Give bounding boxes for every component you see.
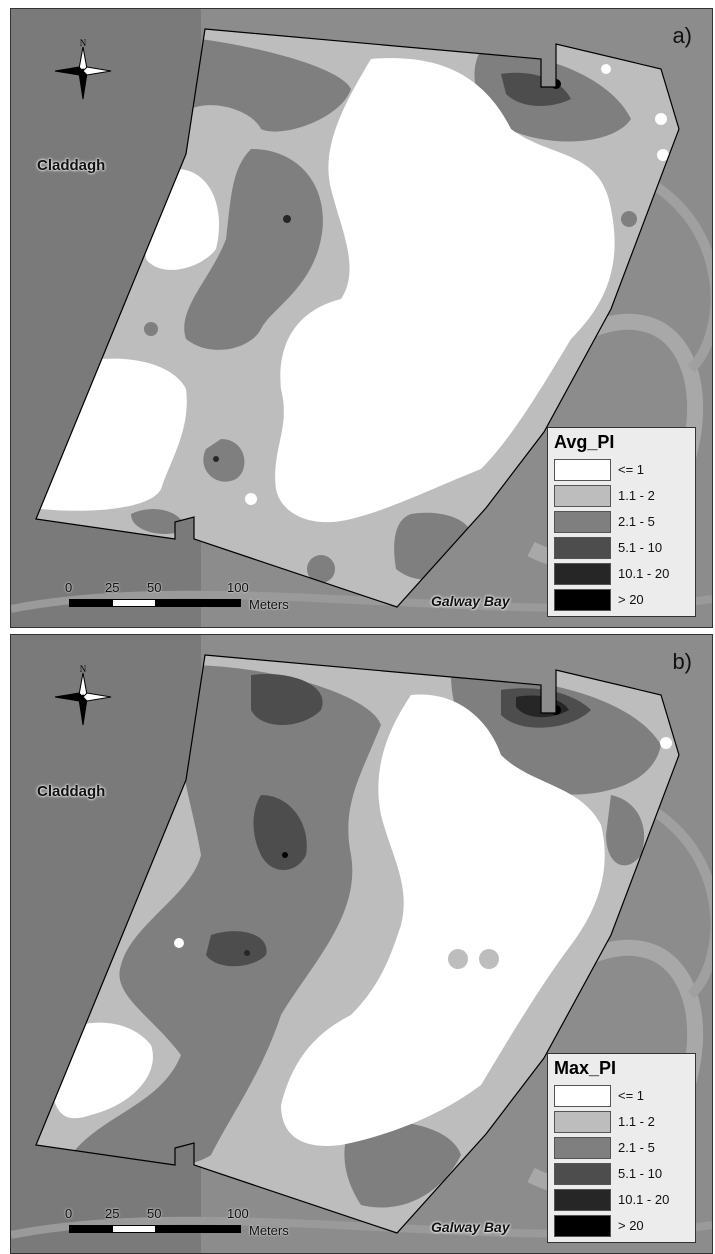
map-panel-a: N Claddagh Galway Bay a) 0 25 50 100 Met… (10, 8, 713, 628)
place-label-claddagh: Claddagh (37, 783, 106, 800)
legend-label: 10.1 - 20 (618, 566, 670, 581)
legend-item: 1.1 - 2 (548, 1108, 695, 1134)
scale-tick-100: 100 (227, 580, 249, 595)
legend-swatch (554, 1163, 611, 1185)
legend-swatch (554, 589, 611, 611)
legend-swatch (554, 537, 611, 559)
legend-swatch (554, 1189, 611, 1211)
scale-bar: 0 25 50 100 Meters (65, 580, 329, 620)
legend-swatch (554, 1137, 611, 1159)
legend-item: 5.1 - 10 (548, 1160, 695, 1186)
map-panel-b: N Claddagh Galway Bay b) 0 25 50 100 Met… (10, 634, 713, 1254)
scale-tick-100: 100 (227, 1206, 249, 1221)
north-letter: N (80, 665, 87, 674)
scale-segment (69, 599, 113, 607)
legend-title: Max_PI (554, 1058, 617, 1078)
legend-item: 2.1 - 5 (548, 1134, 695, 1160)
legend-item: <= 1 (548, 1082, 695, 1108)
legend-title: Avg_PI (554, 432, 615, 452)
scale-units: Meters (249, 1223, 289, 1238)
map-canvas (11, 9, 712, 627)
legend: Max_PI <= 1 1.1 - 2 2.1 - 5 5.1 - 10 10.… (547, 1053, 696, 1243)
legend: Avg_PI <= 1 1.1 - 2 2.1 - 5 5.1 - 10 10.… (547, 427, 696, 617)
site-boundary (35, 654, 680, 1234)
scale-segment (155, 1225, 241, 1233)
legend-label: > 20 (618, 1218, 644, 1233)
legend-swatch (554, 563, 611, 585)
scale-units: Meters (249, 597, 289, 612)
north-arrow-icon: N (51, 38, 115, 101)
legend-item: > 20 (548, 1212, 695, 1238)
scale-tick-50: 50 (147, 580, 162, 595)
legend-label: 1.1 - 2 (618, 488, 655, 503)
legend-item: > 20 (548, 586, 695, 612)
legend-item: 5.1 - 10 (548, 534, 695, 560)
scale-tick-50: 50 (147, 1206, 162, 1221)
legend-label: 2.1 - 5 (618, 514, 655, 529)
legend-swatch (554, 511, 611, 533)
legend-label: 1.1 - 2 (618, 1114, 655, 1129)
scale-tick-25: 25 (105, 580, 120, 595)
legend-label: 5.1 - 10 (618, 540, 663, 555)
scale-tick-0: 0 (65, 1206, 73, 1221)
legend-swatch (554, 1085, 611, 1107)
legend-swatch (554, 1111, 611, 1133)
scale-tick-0: 0 (65, 580, 73, 595)
scale-segment (155, 599, 241, 607)
legend-label: 10.1 - 20 (618, 1192, 670, 1207)
scale-segment (112, 1225, 156, 1233)
legend-label: <= 1 (618, 1088, 645, 1103)
legend-swatch (554, 459, 611, 481)
place-label-galway-bay: Galway Bay (431, 1219, 510, 1235)
legend-swatch (554, 1215, 611, 1237)
legend-label: 5.1 - 10 (618, 1166, 663, 1181)
legend-item: 1.1 - 2 (548, 482, 695, 508)
legend-swatch (554, 485, 611, 507)
scale-bar: 0 25 50 100 Meters (65, 1206, 329, 1246)
north-letter: N (80, 39, 87, 48)
panel-label: a) (672, 23, 692, 48)
place-label-galway-bay: Galway Bay (431, 593, 510, 609)
legend-label: 2.1 - 5 (618, 1140, 655, 1155)
legend-label: > 20 (618, 592, 644, 607)
site-boundary (35, 28, 680, 608)
north-arrow-icon: N (51, 664, 115, 727)
legend-item: 10.1 - 20 (548, 560, 695, 586)
scale-segment (112, 599, 156, 607)
legend-item: <= 1 (548, 456, 695, 482)
panel-label: b) (672, 649, 692, 674)
place-label-claddagh: Claddagh (37, 157, 106, 174)
legend-item: 2.1 - 5 (548, 508, 695, 534)
scale-tick-25: 25 (105, 1206, 120, 1221)
legend-label: <= 1 (618, 462, 645, 477)
legend-item: 10.1 - 20 (548, 1186, 695, 1212)
scale-segment (69, 1225, 113, 1233)
